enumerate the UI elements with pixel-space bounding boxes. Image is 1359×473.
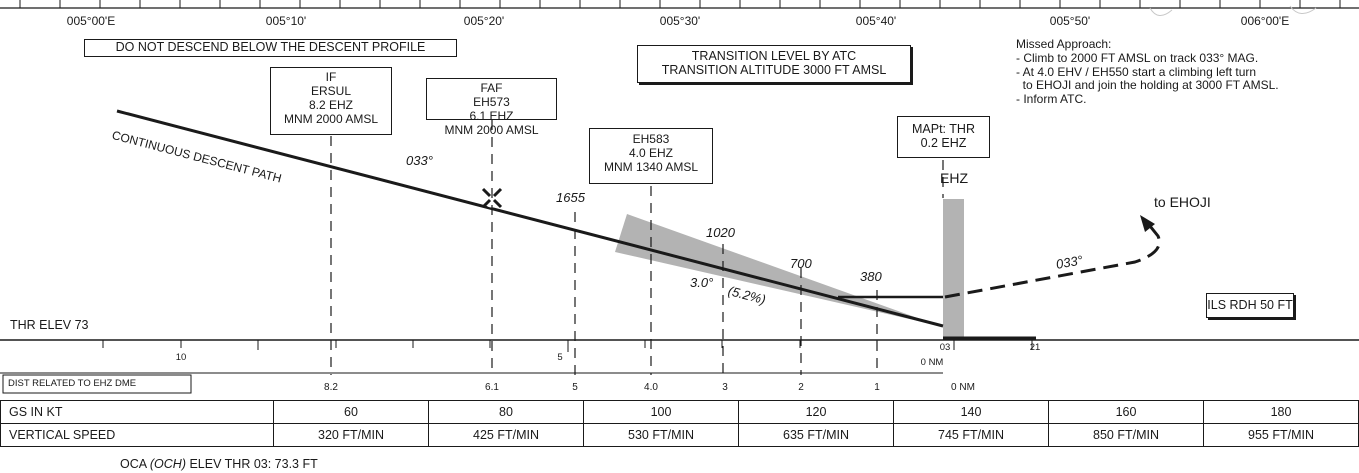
speed-table: GS IN KT 60 80 100 120 140 160 180 VERTI… [0,400,1359,447]
vs-header: VERTICAL SPEED [0,423,274,447]
zero-nm-upper: 0 NM [920,357,944,368]
gs-header: GS IN KT [0,400,274,424]
inbound-track-label: 033° [406,153,433,168]
missed-approach-title: Missed Approach: [1016,37,1112,51]
altitude-label: 700 [790,256,812,271]
longitude-label: 005°00'E [66,14,116,28]
distance-label: 5 [572,382,578,393]
runway-03-label: 03 [939,342,951,353]
gs-cell: 160 [1048,400,1204,424]
longitude-label: 005°40' [855,14,897,28]
altitude-label: 1655 [556,190,585,205]
longitude-label: 005°50' [1049,14,1091,28]
oca-footer: OCA (OCH) ELEV THR 03: 73.3 FT [120,457,318,471]
missed-approach-line: - Inform ATC. [1016,92,1087,107]
ils-rdh-box: ILS RDH 50 FT [1206,293,1294,318]
missed-approach-line: to EHOJI and join the holding at 3000 FT… [1016,78,1279,93]
gs-cell: 180 [1203,400,1359,424]
distance-label: 4.0 [644,382,658,393]
to-ehoji-label: to EHOJI [1154,194,1211,210]
distance-label: 8.2 [324,382,338,393]
gs-cell: 60 [273,400,429,424]
runway-21-label: 21 [1029,342,1041,353]
zero-nm-lower: 0 NM [951,382,975,393]
gs-cell: 80 [428,400,584,424]
top-scale-ticks [19,0,1341,8]
vs-cell: 745 FT/MIN [893,423,1049,447]
faf-eh573-box: FAF EH573 6.1 EHZ MNM 2000 AMSL [426,78,557,137]
distance-label: 2 [798,382,804,393]
threshold-elevation: THR ELEV 73 [10,318,89,332]
approach-surface-wedge [615,214,940,326]
missed-approach-line: - At 4.0 EHV / EH550 start a climbing le… [1016,64,1257,79]
vs-cell: 850 FT/MIN [1048,423,1204,447]
descent-path-line [116,109,944,328]
gs-cell: 100 [583,400,739,424]
vs-cell: 530 FT/MIN [583,423,739,447]
descent-warning-box: DO NOT DESCEND BELOW THE DESCENT PROFILE [84,39,457,57]
mapt-box: MAPt: THR 0.2 EHZ [897,116,990,158]
transition-level: TRANSITION LEVEL BY ATC [691,49,857,63]
longitude-label: 005°10' [265,14,307,28]
vs-cell: 320 FT/MIN [273,423,429,447]
scale-tick-label: 5 [557,352,563,363]
decorative-mark [1149,5,1317,16]
eh583-box: EH583 4.0 EHZ MNM 1340 AMSL [589,128,713,184]
altitude-label: 1020 [706,225,735,240]
fix-lines [330,120,944,375]
missed-approach-text: Missed Approach: - Climb to 2000 FT AMSL… [1016,37,1279,107]
gs-cell: 120 [738,400,894,424]
longitude-label: 005°30' [659,14,701,28]
distance-label: 1 [874,382,880,393]
dist-header-box [2,374,192,394]
scale-tick-label: 10 [175,352,187,363]
missed-approach-path [944,225,1161,299]
ehz-bar [943,199,964,338]
table-row: VERTICAL SPEED 320 FT/MIN 425 FT/MIN 530… [0,423,1359,447]
nm-scale-ticks [102,340,1033,352]
gs-cell: 140 [893,400,1049,424]
longitude-label: 005°20' [463,14,505,28]
distance-label: 6.1 [485,382,499,393]
transition-box: TRANSITION LEVEL BY ATC TRANSITION ALTIT… [637,45,911,83]
distance-label: 3 [722,382,728,393]
missed-approach-arrow [1140,215,1155,232]
longitude-label: 006°00'E [1240,14,1290,28]
table-row: GS IN KT 60 80 100 120 140 160 180 [0,400,1359,424]
vs-cell: 635 FT/MIN [738,423,894,447]
transition-altitude: TRANSITION ALTITUDE 3000 FT AMSL [661,63,887,77]
altitude-label: 380 [860,269,882,284]
vs-cell: 955 FT/MIN [1203,423,1359,447]
glide-angle-label: 3.0° [690,275,714,290]
if-ersul-box: IF ERSUL 8.2 EHZ MNM 2000 AMSL [270,67,392,135]
missed-approach-line: - Climb to 2000 FT AMSL on track 033° MA… [1016,50,1259,65]
ehz-label: EHZ [940,170,968,186]
vs-cell: 425 FT/MIN [428,423,584,447]
dist-header-label: DIST RELATED TO EHZ DME [8,378,137,389]
